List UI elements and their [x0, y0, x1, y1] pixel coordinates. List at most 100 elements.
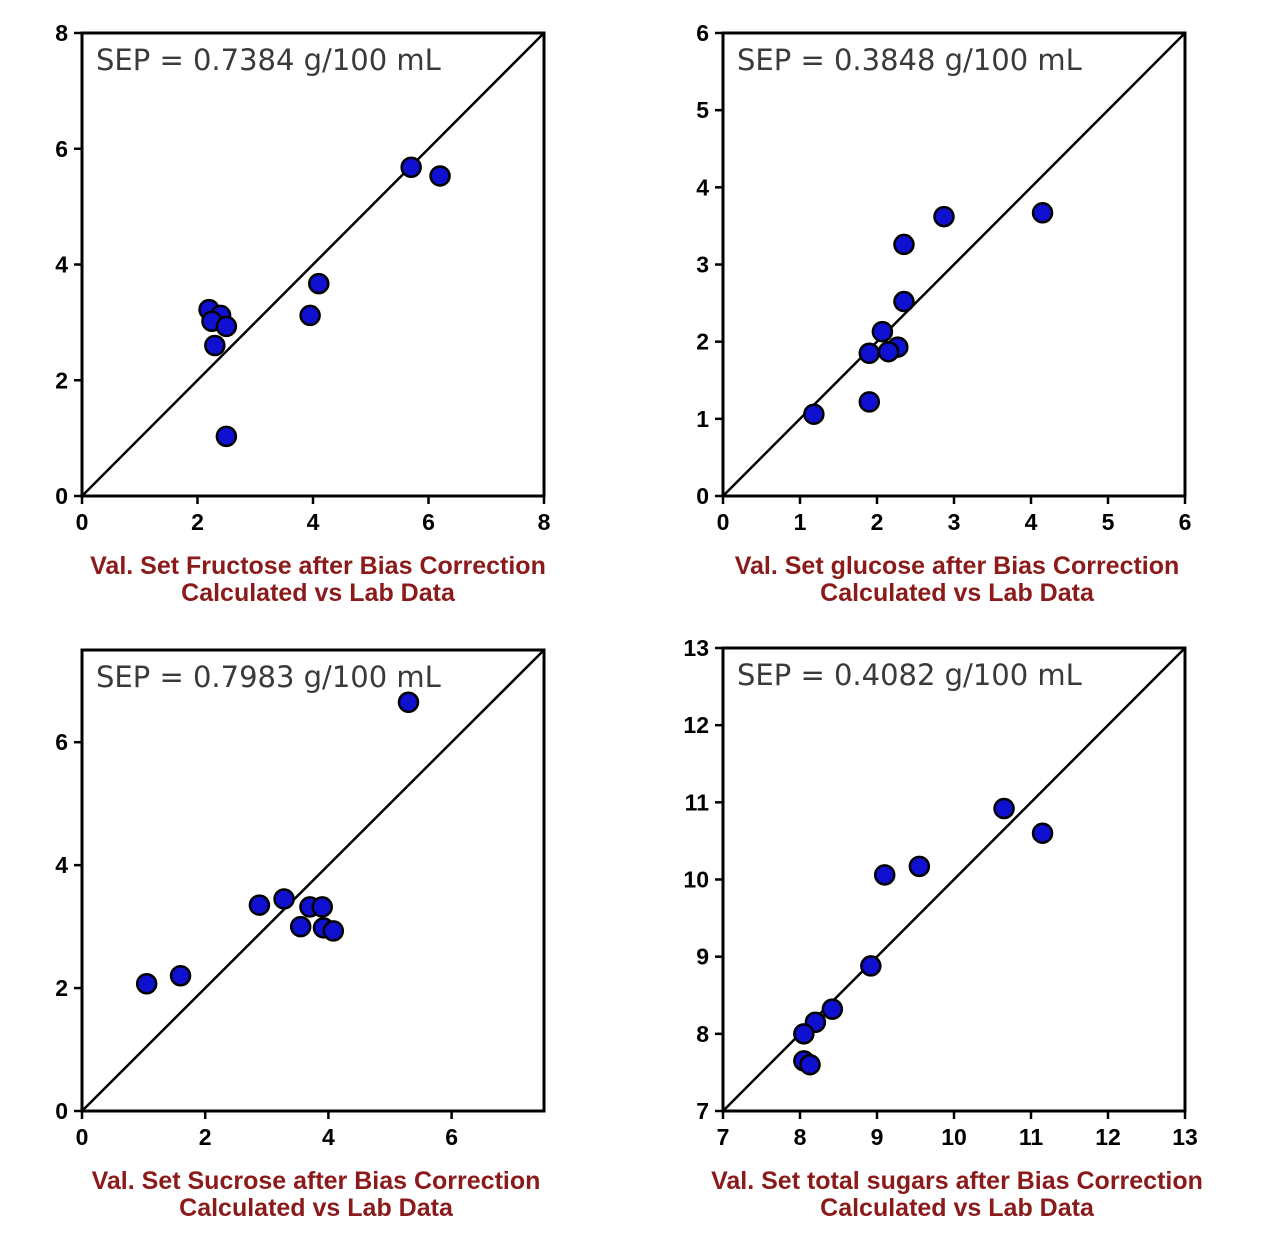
data-point: [1031, 822, 1054, 844]
x-axis-title-line-2: Calculated vs Lab Data: [820, 579, 1095, 607]
data-point: [858, 342, 881, 364]
x-tick-label: 0: [76, 1124, 89, 1150]
data-point: [908, 855, 931, 878]
x-tick-label: 8: [538, 509, 551, 535]
y-tick-label: 4: [55, 252, 68, 278]
y-tick-label: 9: [696, 944, 709, 970]
data-point: [877, 340, 900, 363]
x-tick-label: 7: [717, 1124, 730, 1150]
data-point: [397, 691, 420, 713]
y-tick-label: 8: [55, 20, 68, 46]
y-tick-label: 5: [696, 97, 709, 123]
scatter-chart-2: 0 1 2 3 4 5 6 0 1 2 3 4 5 6 SEP = 0.3848 g/100 mL Val. …: [696, 20, 1191, 607]
x-tick-label: 8: [794, 1124, 807, 1150]
scatter-chart-4: 7 8 9 10 11 12 13 7 8 9 10 11 12 13 SEP = 0.4082 g/100…: [683, 635, 1203, 1222]
y-tick-label: 7: [696, 1098, 709, 1124]
x-tick-label: 12: [1095, 1124, 1121, 1150]
x-tick-label: 4: [1025, 509, 1038, 535]
data-point: [299, 304, 321, 327]
data-point: [933, 205, 955, 228]
data-point: [893, 290, 915, 313]
x-tick-label: 2: [199, 1124, 212, 1150]
data-point: [308, 272, 330, 295]
y-tick-label: 2: [55, 975, 68, 1001]
data-point: [400, 156, 422, 179]
y-tick-label: 13: [683, 635, 709, 661]
data-point: [803, 403, 825, 425]
y-tick-label: 6: [55, 136, 68, 162]
scatter-chart-3: 0 2 4 6 0 2 4 6 SEP = 0.7983 g/100 mL Val. Set Su…: [55, 648, 546, 1222]
y-tick-label: 12: [683, 712, 709, 738]
sep-annotation: SEP = 0.3848 g/100 mL: [737, 43, 1082, 77]
data-point: [169, 965, 192, 987]
data-point: [289, 915, 312, 938]
x-tick-label: 2: [191, 509, 204, 535]
data-point: [322, 920, 345, 942]
x-tick-label: 0: [76, 509, 89, 535]
data-point: [215, 315, 238, 338]
data-point: [273, 888, 295, 910]
sep-annotation: SEP = 0.7983 g/100 mL: [96, 660, 441, 694]
y-tick-label: 4: [55, 852, 68, 878]
y-tick-label: 0: [55, 1098, 68, 1124]
data-point: [893, 233, 915, 256]
y-tick-label: 10: [683, 867, 709, 893]
data-point: [311, 896, 333, 918]
data-point: [793, 1023, 815, 1045]
identity-line: [722, 647, 1186, 1112]
x-axis-title-line-1: Val. Set Sucrose after Bias Correction: [92, 1167, 541, 1195]
data-point: [993, 797, 1015, 820]
data-point: [429, 165, 451, 187]
sep-annotation: SEP = 0.7384 g/100 mL: [96, 43, 441, 77]
x-axis-title-line-1: Val. Set Fructose after Bias Correction: [90, 552, 546, 580]
data-point: [204, 334, 226, 357]
data-point: [248, 894, 271, 916]
x-tick-label: 13: [1172, 1124, 1198, 1150]
x-axis-title-line-2: Calculated vs Lab Data: [820, 1194, 1095, 1222]
x-axis-title-line-1: Val. Set total sugars after Bias Correct…: [711, 1167, 1203, 1195]
x-tick-label: 6: [445, 1124, 458, 1150]
data-point: [860, 955, 882, 977]
y-tick-label: 4: [696, 174, 709, 200]
x-tick-label: 5: [1102, 509, 1115, 535]
x-tick-label: 6: [422, 509, 435, 535]
data-point: [1031, 202, 1054, 224]
data-point: [871, 320, 894, 343]
x-axis-title-line-2: Calculated vs Lab Data: [181, 579, 456, 607]
x-axis-title-line-1: Val. Set glucose after Bias Correction: [735, 552, 1180, 580]
plot-frame: [80, 648, 546, 1113]
x-tick-label: 10: [941, 1124, 967, 1150]
data-point: [799, 1053, 821, 1076]
data-point: [821, 998, 844, 1020]
identity-line: [722, 32, 1186, 497]
y-tick-label: 2: [696, 329, 709, 355]
y-tick-label: 6: [55, 729, 68, 755]
y-tick-label: 8: [696, 1021, 709, 1047]
identity-line: [81, 649, 545, 1112]
x-tick-label: 9: [871, 1124, 884, 1150]
y-tick-label: 0: [55, 483, 68, 509]
x-tick-label: 3: [948, 509, 961, 535]
sep-annotation: SEP = 0.4082 g/100 mL: [737, 658, 1082, 692]
y-tick-label: 11: [685, 789, 710, 815]
x-tick-label: 11: [1019, 1124, 1044, 1150]
x-tick-label: 0: [717, 509, 730, 535]
scatter-chart-1: 0 2 4 6 8 0 2 4 6 8 SEP = 0.7384 g/100 mL Val. Set …: [55, 20, 550, 607]
y-tick-label: 6: [696, 20, 709, 46]
x-tick-label: 4: [322, 1124, 335, 1150]
x-tick-label: 6: [1179, 509, 1192, 535]
y-tick-label: 1: [696, 406, 709, 432]
y-tick-label: 3: [696, 252, 709, 278]
identity-line: [81, 32, 545, 497]
x-tick-label: 1: [794, 509, 807, 535]
data-point: [215, 425, 238, 448]
x-axis-title-line-2: Calculated vs Lab Data: [179, 1194, 454, 1222]
y-tick-label: 2: [55, 367, 68, 393]
y-tick-label: 0: [696, 483, 709, 509]
x-tick-label: 4: [307, 509, 320, 535]
x-tick-label: 2: [871, 509, 884, 535]
data-point: [135, 973, 158, 995]
data-point: [873, 864, 896, 886]
